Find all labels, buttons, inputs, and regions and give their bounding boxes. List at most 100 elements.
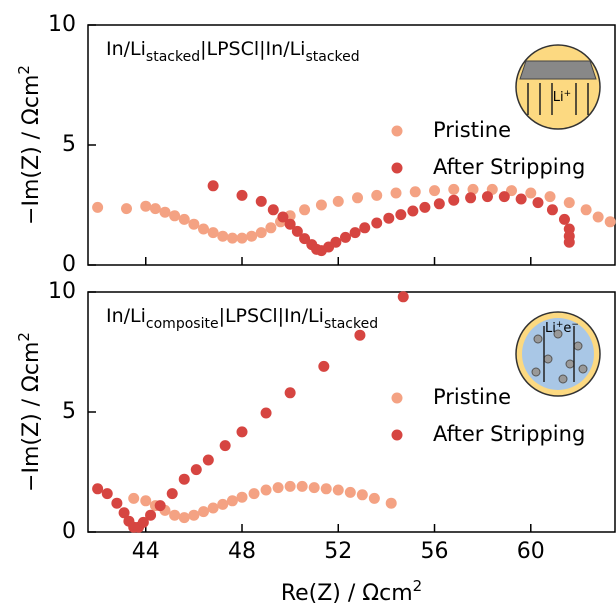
data-point: [563, 236, 575, 248]
data-point: [407, 205, 419, 217]
data-point: [101, 488, 113, 500]
data-point: [207, 180, 219, 192]
inset-label: Li+: [553, 89, 571, 105]
data-point: [448, 194, 460, 206]
data-point: [465, 192, 477, 204]
data-point: [178, 473, 190, 485]
inset-label-part: e: [563, 321, 571, 336]
panel-label-text: In/Li: [106, 38, 146, 60]
data-point: [236, 491, 248, 503]
data-point: [433, 198, 445, 210]
data-point: [284, 218, 296, 230]
panel-label-sub: stacked: [305, 49, 359, 65]
panel-label-sub: stacked: [146, 49, 200, 65]
legend-marker: [391, 429, 403, 441]
data-point: [332, 484, 344, 496]
legend-marker: [391, 162, 403, 174]
data-point: [481, 191, 493, 203]
data-point: [217, 498, 229, 510]
data-point: [563, 197, 575, 209]
data-point: [277, 211, 289, 223]
data-point: [558, 213, 570, 225]
panel-label: In/Listacked|LPSCl|In/Listacked: [106, 38, 360, 65]
data-point: [291, 225, 303, 237]
data-point: [255, 195, 267, 207]
x-tick-label: 56: [421, 539, 449, 564]
data-point: [236, 426, 248, 438]
data-point: [166, 488, 178, 500]
data-point: [219, 440, 231, 452]
data-point: [92, 201, 104, 213]
data-point: [383, 212, 395, 224]
data-point: [515, 193, 527, 205]
data-point: [356, 489, 368, 501]
data-point: [265, 222, 277, 234]
y-axis-label-text: −Im(Z) / Ωcm: [19, 75, 44, 225]
legend-label: After Stripping: [433, 155, 585, 179]
panel-label-text: |LPSCl|In/Li: [219, 305, 324, 327]
data-point: [506, 185, 518, 197]
legend-marker: [391, 392, 403, 404]
data-point: [140, 200, 152, 212]
data-point: [532, 197, 544, 209]
inset-particle: [543, 354, 553, 364]
data-point: [284, 387, 296, 399]
data-point: [296, 480, 308, 492]
inset-arrow: [543, 326, 575, 382]
inset-label-part: +: [556, 320, 564, 330]
data-point: [267, 204, 279, 216]
y-tick-label: 10: [48, 279, 76, 304]
data-point: [246, 230, 258, 242]
panel-label: In/Licomposite|LPSCl|In/Listacked: [106, 305, 378, 332]
x-axis-label-sup: 2: [413, 577, 423, 595]
data-point: [368, 492, 380, 504]
inset-label-part: Li: [545, 321, 556, 336]
data-point: [385, 497, 397, 509]
panel-label-sub: composite: [146, 316, 219, 332]
data-point: [299, 204, 311, 216]
data-point: [448, 183, 460, 195]
inset-particle: [578, 364, 588, 374]
inset-particle: [573, 341, 583, 351]
data-point: [318, 360, 330, 372]
y-tick-label: 0: [62, 519, 76, 544]
data-point: [226, 495, 238, 507]
x-tick-label: 44: [132, 539, 160, 564]
data-point: [546, 204, 558, 216]
data-point: [169, 509, 181, 521]
inset-label-part: −: [571, 320, 579, 330]
data-point: [592, 211, 604, 223]
inset-particle: [553, 329, 563, 339]
data-point: [498, 191, 510, 203]
data-point: [308, 482, 320, 494]
y-tick-label: 5: [62, 132, 76, 157]
inset-label: Li+e−: [545, 320, 579, 336]
data-point: [236, 232, 248, 244]
data-point: [198, 506, 210, 518]
inset-particle: [533, 334, 543, 344]
y-tick-label: 0: [62, 252, 76, 277]
y-axis-label: −Im(Z) / Ωcm2: [15, 332, 44, 492]
legend-label: Pristine: [433, 118, 511, 142]
data-point: [128, 492, 140, 504]
inset-particle: [558, 374, 568, 384]
data-point: [429, 185, 441, 197]
data-point: [339, 231, 351, 243]
data-point: [299, 233, 311, 245]
data-point: [118, 507, 130, 519]
data-point: [111, 497, 123, 509]
legend-label: After Stripping: [433, 422, 585, 446]
panel-label-sub: stacked: [324, 316, 378, 332]
x-tick-label: 60: [517, 539, 545, 564]
data-point: [188, 509, 200, 521]
inset-label-part: Li: [553, 90, 564, 105]
x-axis-label: Re(Z) / Ωcm2: [281, 577, 422, 606]
data-point: [255, 227, 267, 239]
legend-label: Pristine: [433, 385, 511, 409]
data-point: [248, 488, 260, 500]
data-point: [190, 464, 202, 476]
data-point: [390, 187, 402, 199]
data-point: [202, 454, 214, 466]
data-point: [137, 516, 149, 528]
